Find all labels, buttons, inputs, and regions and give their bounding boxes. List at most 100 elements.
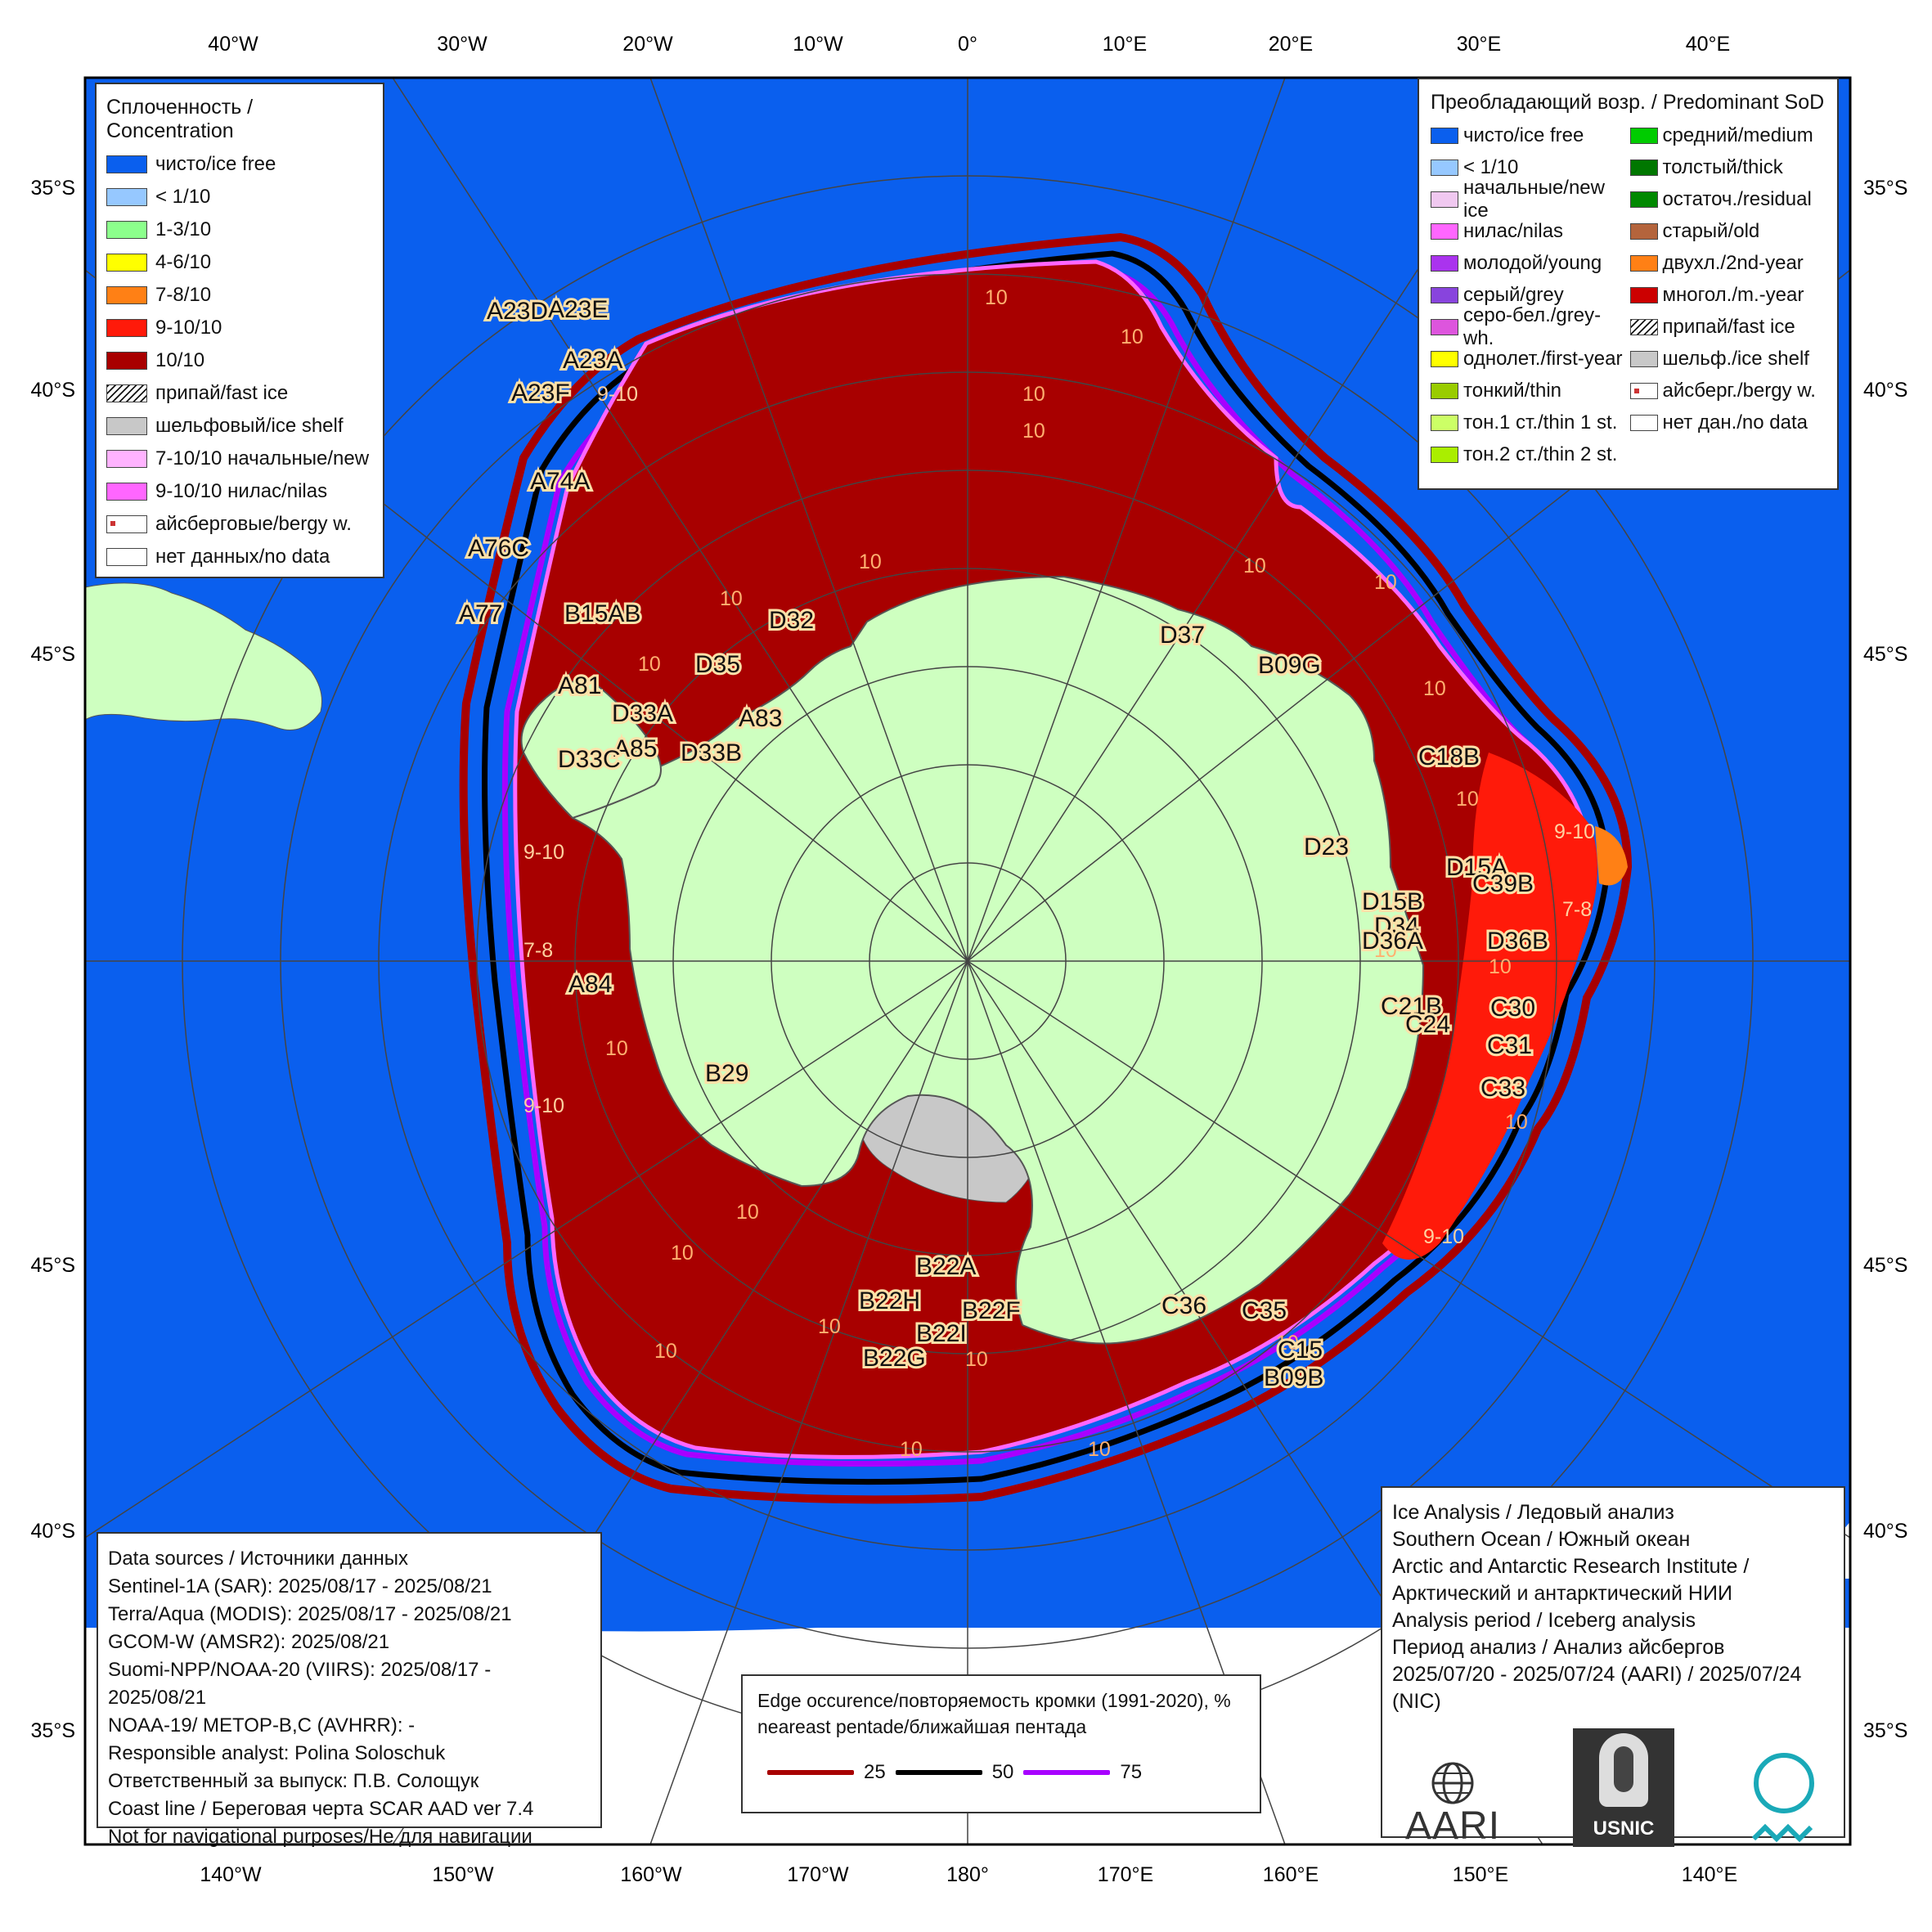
- axis-right-label: 45°S: [1863, 1254, 1907, 1277]
- iceberg-label: C30: [1490, 995, 1535, 1022]
- edge-line-25: [459, 232, 1633, 1504]
- sod-legend-item: тон.2 ст./thin 2 st.: [1431, 438, 1630, 470]
- iceberg-label: A81: [558, 672, 601, 699]
- sod-legend-swatch: [1431, 350, 1458, 367]
- aari-logo-text: AARI: [1405, 1804, 1501, 1848]
- sod-legend-label: молодой/young: [1463, 251, 1602, 274]
- edge-legend-line-label: 25: [864, 1761, 886, 1783]
- axis-top-label: 30°E: [1457, 33, 1501, 56]
- concentration-legend-label: < 1/10: [155, 186, 211, 208]
- iceberg-label: D36A: [1362, 928, 1423, 955]
- concentration-value-label: 10: [900, 1438, 923, 1461]
- iceberg-label: A84: [568, 971, 612, 998]
- concentration-legend-label: 10/10: [155, 349, 205, 371]
- concentration-value-label: 10: [605, 1037, 628, 1060]
- iceberg-label: D34: [1374, 913, 1419, 940]
- concentration-legend-item: 9-10/10 нилас/nilas: [106, 475, 375, 508]
- data-source-line: Not for navigational purposes/Не для нав…: [108, 1826, 532, 1848]
- iceberg-label: C36: [1161, 1292, 1206, 1319]
- iceberg-label: B29: [705, 1060, 748, 1087]
- sod-legend-swatch: [1431, 414, 1458, 431]
- sod-legend-label: шельф./ice shelf: [1662, 347, 1809, 370]
- iceberg-label: A77: [459, 600, 502, 627]
- edge-line-50: [482, 250, 1611, 1485]
- sod-legend-item: средний/medium: [1629, 119, 1830, 151]
- sod-legend-item: старый/old: [1629, 215, 1830, 247]
- sod-legend-label: средний/medium: [1662, 124, 1813, 146]
- concentration-value-label: 9-10: [1423, 1225, 1464, 1248]
- iceberg-label: C18B: [1418, 744, 1480, 771]
- concentration-value-label: 10: [1505, 1111, 1528, 1134]
- iceberg-label: B09G: [1258, 652, 1321, 679]
- concentration-value-label: 7-8: [523, 939, 553, 962]
- sod-legend-label: остаточ./residual: [1662, 187, 1812, 210]
- concentration-value-label: 10: [1423, 677, 1446, 700]
- concentration-legend-swatch: [106, 548, 147, 566]
- south-america-land: [85, 582, 322, 730]
- axis-bottom-label: 160°E: [1263, 1863, 1319, 1886]
- iceberg-label: C24: [1405, 1011, 1450, 1038]
- axis-right-label: 45°S: [1863, 643, 1907, 666]
- iceberg-label: D33A: [612, 700, 673, 727]
- concentration-legend-item: 7-10/10 начальные/new: [106, 443, 375, 475]
- sod-legend-item: однолет./first-year: [1431, 343, 1630, 375]
- concentration-legend-item: нет данных/no data: [106, 541, 375, 573]
- concentration-legend-label: припай/fast ice: [155, 382, 289, 404]
- concentration-legend-swatch: [106, 417, 147, 435]
- aari-logo: AARI: [1405, 1760, 1500, 1847]
- concentration-legend-label: шельфовый/ice shelf: [155, 415, 344, 437]
- concentration-value-label: 10: [1374, 939, 1397, 962]
- sod-legend-swatch: [1629, 159, 1658, 176]
- concentration-legend-item: айсберговые/bergy w.: [106, 508, 375, 541]
- concentration-legend-item: 1-3/10: [106, 213, 375, 246]
- sod-legend-label: старый/old: [1662, 219, 1760, 242]
- concentration-legend-label: 7-8/10: [155, 284, 212, 306]
- sod-legend-label: двухл./2nd-year: [1662, 251, 1804, 274]
- iceberg-label: C15: [1278, 1337, 1323, 1364]
- sod-legend-item: тон.1 ст./thin 1 st.: [1431, 407, 1630, 438]
- sod-legend-item: серо-бел./grey-wh.: [1431, 304, 1630, 349]
- iceberg-label: D33B: [681, 739, 742, 766]
- concentration-value-label: 10: [1121, 326, 1143, 348]
- axis-bottom-label: 150°E: [1453, 1863, 1508, 1886]
- concentration-value-label: 10: [1243, 555, 1266, 577]
- concentration-value-label: 10: [1456, 788, 1479, 811]
- concentration-legend-label: чисто/ice free: [155, 153, 276, 175]
- analysis-info-line: Southern Ocean / Южный океан: [1392, 1528, 1691, 1551]
- sod-legend-swatch: [1629, 191, 1658, 208]
- concentration-value-label: 9-10: [523, 841, 564, 864]
- iceberg-label: A23F: [511, 380, 570, 407]
- concentration-legend-label: 1-3/10: [155, 218, 212, 240]
- concentration-legend-swatch: [106, 286, 147, 304]
- sod-legend-swatch: [1431, 191, 1458, 208]
- iceberg-label: D32: [769, 607, 814, 634]
- concentration-legend-label: айсберговые/bergy w.: [155, 513, 352, 535]
- concentration-value-label: 10: [1276, 1332, 1299, 1355]
- sod-legend-swatch: [1431, 382, 1458, 399]
- axis-top-label: 40°W: [208, 33, 258, 56]
- ring-wave-logo-icon: [1751, 1753, 1814, 1843]
- concentration-legend-item: 10/10: [106, 344, 375, 377]
- sod-legend-swatch: [1629, 318, 1658, 335]
- iceberg-label: B09B: [1264, 1364, 1323, 1391]
- iceberg-label: A23D: [487, 298, 548, 325]
- concentration-legend-label: 4-6/10: [155, 251, 212, 273]
- iceberg-label: C35: [1242, 1297, 1287, 1324]
- concentration-value-label: 10: [818, 1315, 841, 1338]
- iceberg-label: D35: [695, 651, 740, 678]
- edge-legend-line-label: 75: [1120, 1761, 1143, 1783]
- iceberg-label: D33C: [558, 746, 621, 773]
- axis-bottom-label: 150°W: [432, 1863, 494, 1886]
- sod-legend-swatch: [1629, 350, 1658, 367]
- sod-legend-label: серый/grey: [1463, 283, 1564, 306]
- concentration-legend: Сплоченность / Concentration чисто/ice f…: [95, 83, 384, 578]
- axis-top-label: 40°E: [1686, 33, 1730, 56]
- concentration-value-label: 10: [1022, 420, 1045, 443]
- sod-legend-swatch: [1629, 222, 1658, 240]
- edge-legend-title-2: neareast pentade/ближайшая пентада: [757, 1716, 1087, 1737]
- concentration-value-label: 9-10: [1554, 820, 1595, 843]
- analysis-info-line: Арктический и антарктический НИИ: [1392, 1582, 1732, 1605]
- axis-right-label: 40°S: [1863, 379, 1907, 402]
- sod-legend-item: многол./m.-year: [1629, 279, 1830, 311]
- concentration-legend-label: 9-10/10 нилас/nilas: [155, 480, 328, 502]
